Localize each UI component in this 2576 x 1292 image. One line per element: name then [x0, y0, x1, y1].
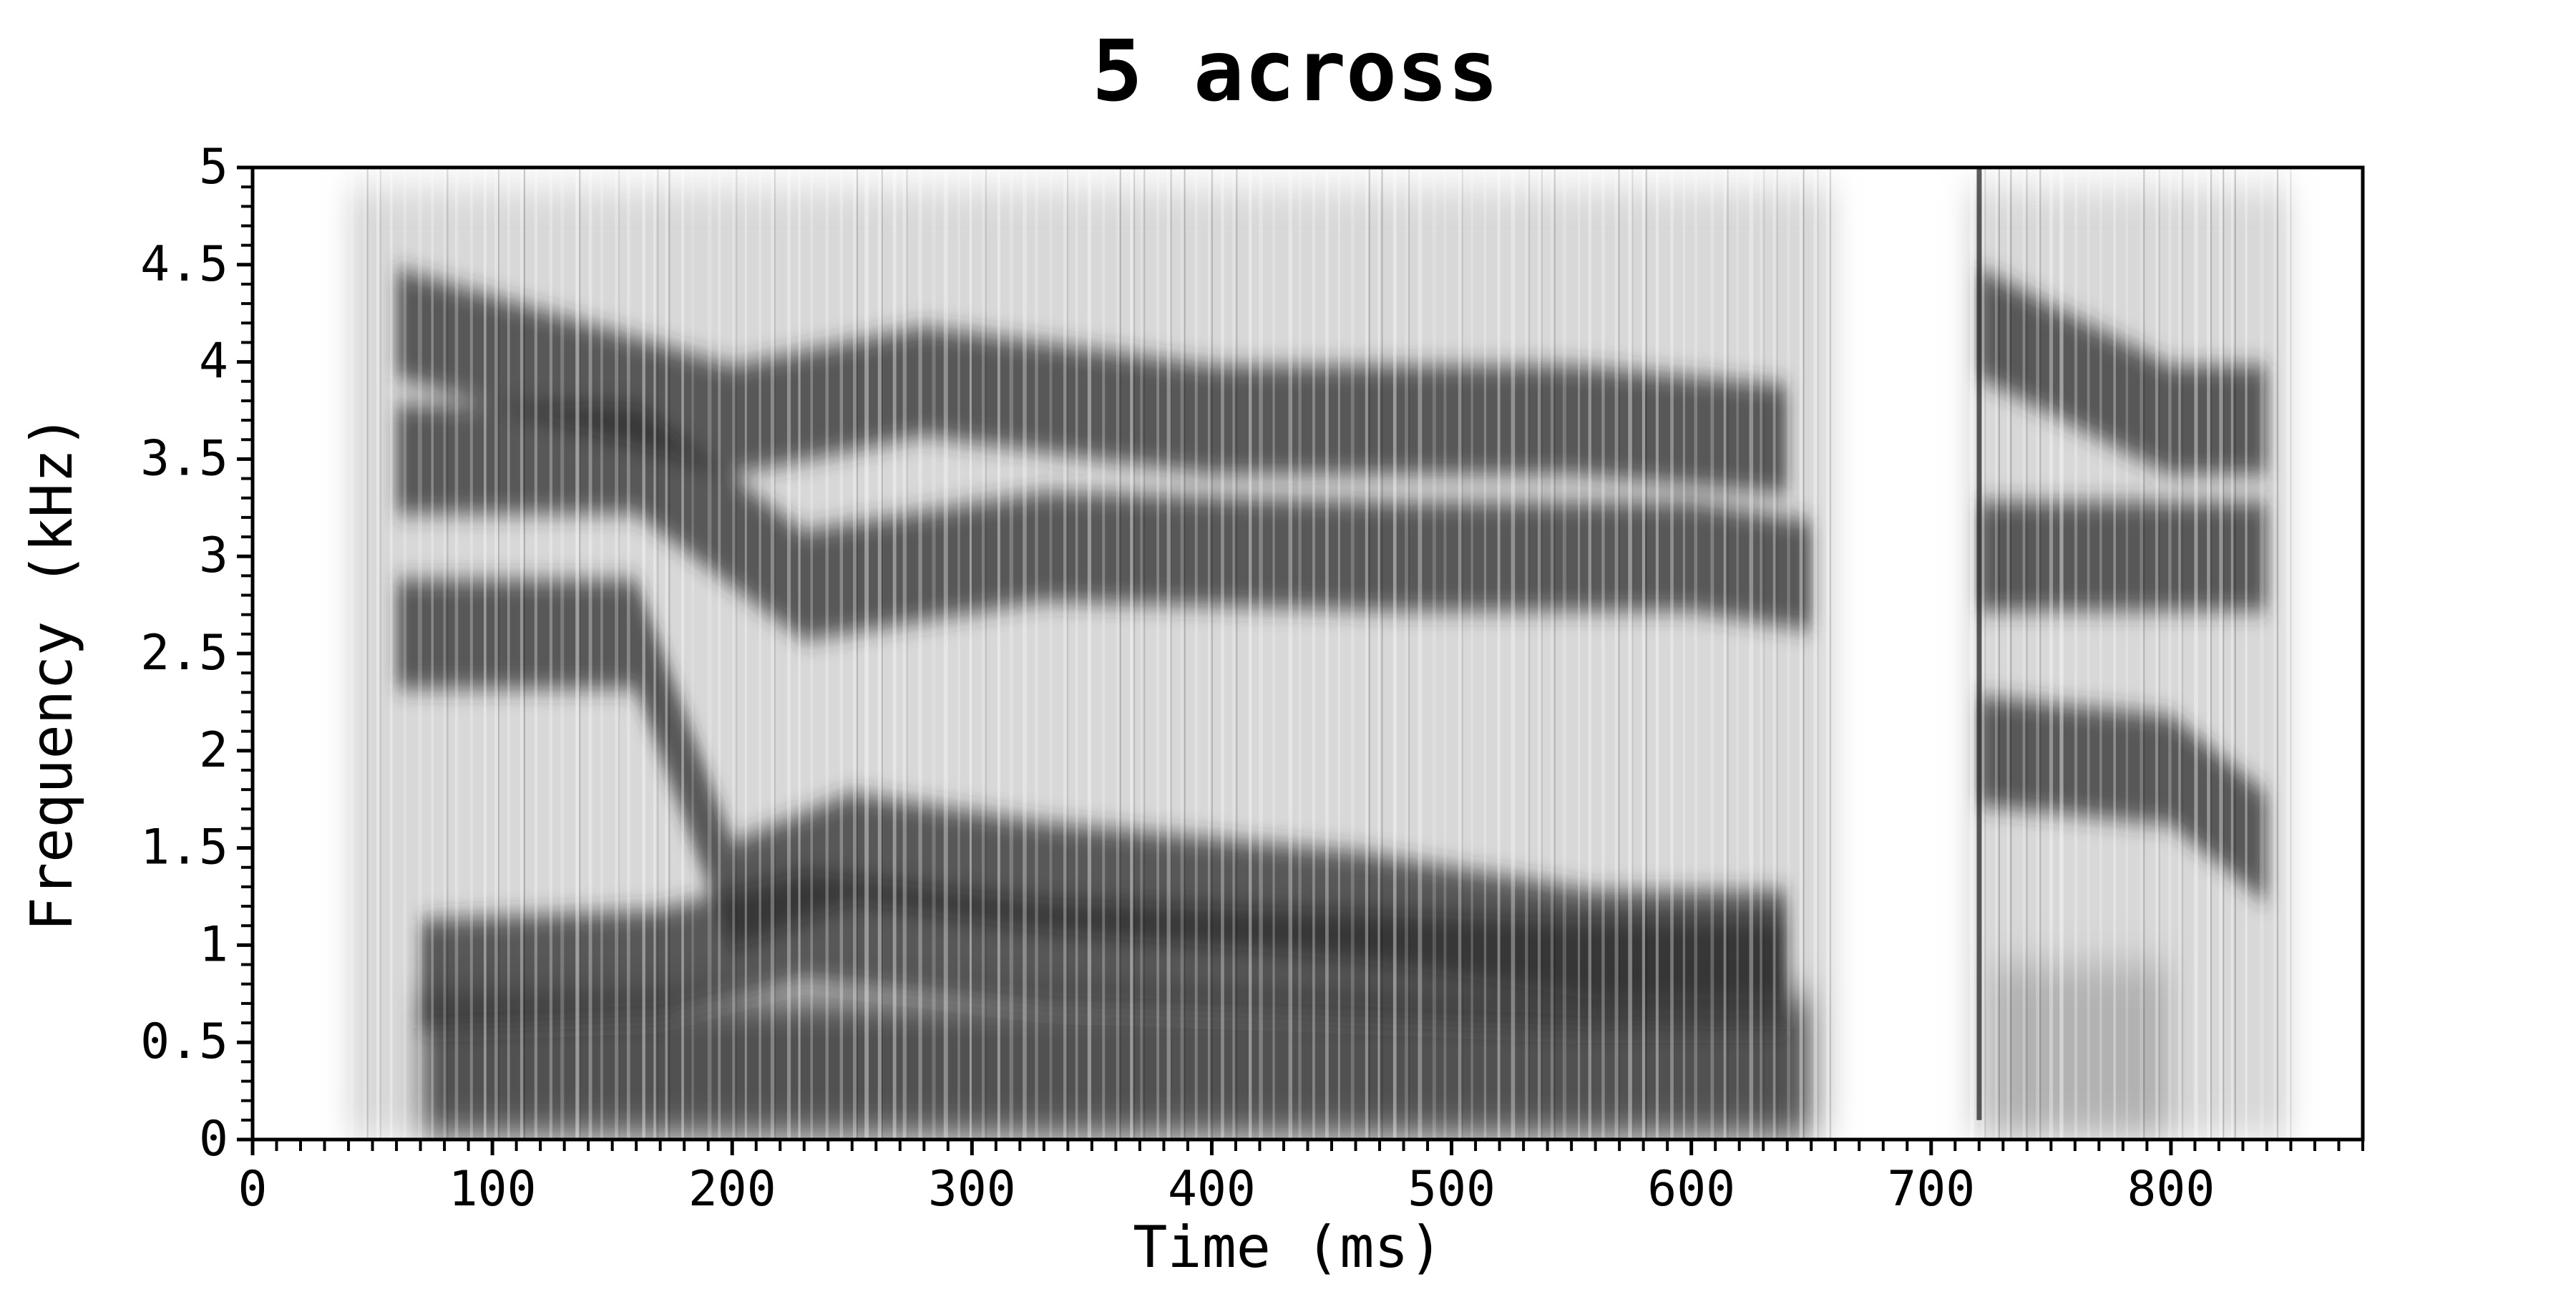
x-axis: 0 100 200 300 400 500 600 700 800 — [238, 1140, 2364, 1218]
x-tick-label: 700 — [1887, 1161, 1975, 1218]
burst-line — [1976, 167, 1982, 1120]
y-tick-label: 0.5 — [140, 1014, 228, 1070]
formant-band-f7 — [1979, 696, 2267, 903]
x-tick-label: 100 — [449, 1161, 537, 1218]
y-tick-label: 2 — [199, 722, 228, 779]
y-tick-label: 3.5 — [140, 430, 228, 487]
y-tick-label: 1 — [199, 916, 228, 973]
formant-band-f3 — [396, 404, 1812, 640]
x-ticks — [250, 1140, 2364, 1155]
formant-band-f5 — [1979, 268, 2267, 475]
y-tick-label: 3 — [199, 528, 228, 584]
x-tick-label: 200 — [688, 1161, 776, 1218]
y-tick-label: 5 — [199, 139, 228, 195]
x-tick-label: 300 — [928, 1161, 1016, 1218]
y-tick-label: 2.5 — [140, 625, 228, 681]
formant-band-f4 — [396, 268, 1787, 495]
x-tick-label: 500 — [1407, 1161, 1496, 1218]
y-tick-label: 4.5 — [140, 236, 228, 293]
formant-band-f2 — [396, 579, 1787, 1000]
spectrogram-energy — [348, 167, 2292, 1140]
formant-band-f6 — [1979, 502, 2267, 611]
y-tick-label: 1.5 — [140, 820, 228, 876]
y-tick-label: 0 — [199, 1111, 228, 1167]
y-ticks — [237, 165, 253, 1142]
striations — [350, 167, 2292, 1140]
x-tick-label: 800 — [2127, 1161, 2215, 1218]
y-axis: 0 0.5 1 1.5 2 2.5 3 3.5 4 4.5 5 — [140, 139, 253, 1167]
x-tick-label: 0 — [238, 1161, 268, 1218]
y-tick-label: 4 — [199, 334, 228, 390]
x-tick-label: 400 — [1168, 1161, 1256, 1218]
x-axis-label: Time (ms) — [1133, 1214, 1443, 1281]
x-tick-label: 600 — [1647, 1161, 1735, 1218]
voice-bar-2 — [1991, 964, 2171, 1140]
y-axis-label: Frequency (kHz) — [19, 414, 85, 931]
chart-title: 5 across — [1092, 21, 1498, 120]
